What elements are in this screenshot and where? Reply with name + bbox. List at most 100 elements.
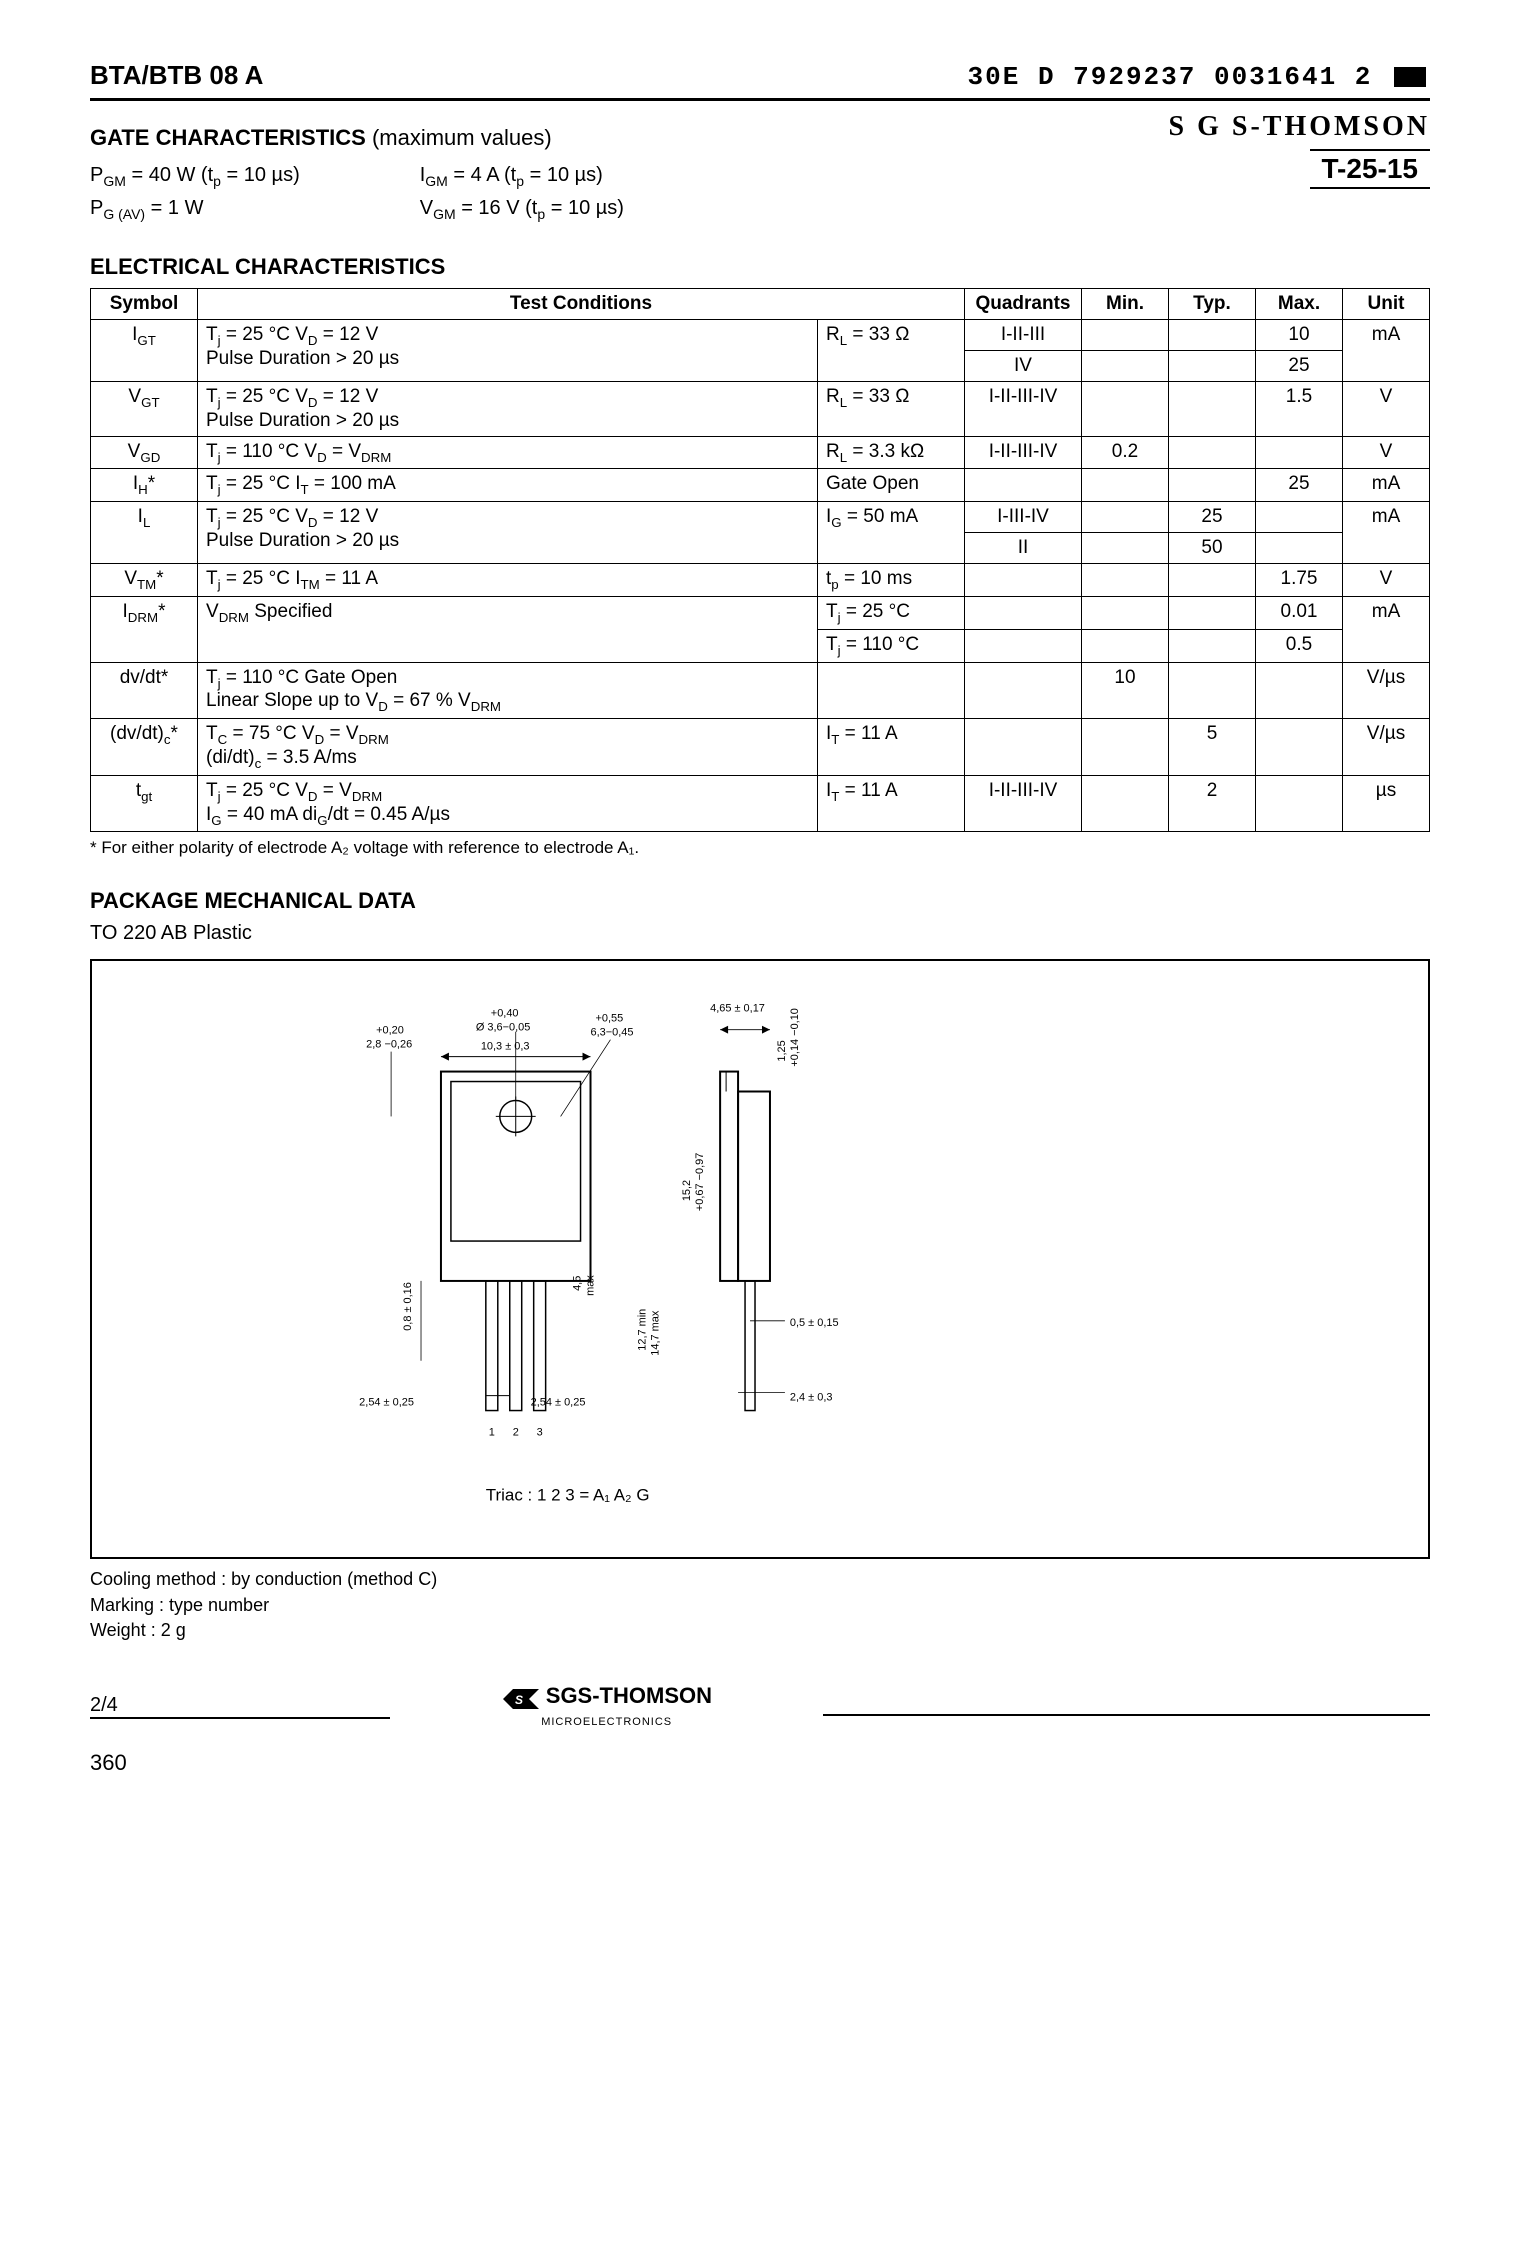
svg-text:max: max <box>584 1275 596 1296</box>
symbol-cell: VTM* <box>91 564 198 597</box>
svg-text:Triac : 1 2 3 = A₁ A₂ G: Triac : 1 2 3 = A₁ A₂ G <box>486 1486 650 1505</box>
tc-right-cell: IG = 50 mA <box>818 502 965 564</box>
tc-main-cell: Tj = 25 °C VD = 12 VPulse Duration > 20 … <box>198 319 818 381</box>
gate-col-2: IGM = 4 A (tp = 10 µs) VGM = 16 V (tp = … <box>420 159 624 226</box>
svg-text:4,5: 4,5 <box>572 1276 584 1291</box>
header: BTA/BTB 08 A 30E D 7929237 0031641 2 <box>90 60 1430 101</box>
cell-unit: V <box>1343 564 1430 597</box>
part-number: BTA/BTB 08 A <box>90 60 263 91</box>
symbol-cell: IDRM* <box>91 596 198 662</box>
subheader-right: S G S-THOMSON T-25-15 <box>1169 111 1430 189</box>
tc-right-cell: Tj = 110 °C <box>818 629 965 662</box>
tc-right-cell: RL = 33 Ω <box>818 381 965 436</box>
cell-min <box>1082 319 1169 350</box>
cell-unit: V <box>1343 381 1430 436</box>
cell-typ <box>1169 662 1256 719</box>
th-symbol: Symbol <box>91 288 198 319</box>
svg-text:+0,55: +0,55 <box>595 1013 623 1025</box>
footnote: * For either polarity of electrode A₂ vo… <box>90 838 1430 858</box>
cell-max: 0.01 <box>1256 596 1343 629</box>
gate-vgm: VGM = 16 V (tp = 10 µs) <box>420 192 624 225</box>
cell-quad: I-II-III-IV <box>965 381 1082 436</box>
cell-typ <box>1169 319 1256 350</box>
svg-text:12,7 min: 12,7 min <box>636 1309 648 1351</box>
cell-typ <box>1169 596 1256 629</box>
svg-text:1,25: 1,25 <box>776 1041 788 1062</box>
logo-sub: MICROELECTRONICS <box>541 1716 672 1728</box>
svg-text:+0,67 −0,97: +0,67 −0,97 <box>694 1153 706 1211</box>
cell-quad: I-II-III-IV <box>965 775 1082 832</box>
cell-unit: mA <box>1343 469 1430 502</box>
svg-text:2,54 ± 0,25: 2,54 ± 0,25 <box>359 1397 414 1409</box>
th-unit: Unit <box>1343 288 1430 319</box>
header-codes: 30E D 7929237 0031641 2 <box>968 62 1430 92</box>
page-number: 360 <box>90 1750 1430 1776</box>
cell-min <box>1082 596 1169 629</box>
cell-max <box>1256 502 1343 533</box>
cell-min <box>1082 719 1169 776</box>
package-diagram: 1 2 3 10,3 ± 0,3 +0,20 2,8 −0,26 +0,40 Ø… <box>90 959 1430 1559</box>
cell-typ <box>1169 436 1256 469</box>
cell-min: 0.2 <box>1082 436 1169 469</box>
cell-quad: I-II-III-IV <box>965 436 1082 469</box>
cell-min <box>1082 533 1169 564</box>
svg-text:2,8 −0,26: 2,8 −0,26 <box>366 1039 412 1051</box>
svg-text:2: 2 <box>513 1427 519 1439</box>
gate-pgm: PGM = 40 W (tp = 10 µs) <box>90 159 300 192</box>
tc-right-cell: tp = 10 ms <box>818 564 965 597</box>
gate-params: PGM = 40 W (tp = 10 µs) PG (AV) = 1 W IG… <box>90 159 624 226</box>
t25-label: T-25-15 <box>1310 149 1431 189</box>
svg-text:+0,20: +0,20 <box>376 1025 404 1037</box>
svg-text:2,4 ± 0,3: 2,4 ± 0,3 <box>790 1392 833 1404</box>
symbol-cell: IGT <box>91 319 198 381</box>
svg-text:1: 1 <box>489 1427 495 1439</box>
symbol-cell: IL <box>91 502 198 564</box>
tc-main-cell: Tj = 25 °C VD = 12 VPulse Duration > 20 … <box>198 502 818 564</box>
symbol-cell: dv/dt* <box>91 662 198 719</box>
cell-max <box>1256 662 1343 719</box>
cell-max <box>1256 533 1343 564</box>
tc-main-cell: Tj = 25 °C IT = 100 mA <box>198 469 818 502</box>
cell-typ <box>1169 350 1256 381</box>
cell-typ: 2 <box>1169 775 1256 832</box>
svg-text:S: S <box>515 1693 523 1707</box>
cell-unit: V/µs <box>1343 662 1430 719</box>
tc-right-cell: Tj = 25 °C <box>818 596 965 629</box>
tc-main-cell: Tj = 25 °C VD = VDRMIG = 40 mA diG/dt = … <box>198 775 818 832</box>
svg-text:2,54 ± 0,25: 2,54 ± 0,25 <box>531 1397 586 1409</box>
gate-igm: IGM = 4 A (tp = 10 µs) <box>420 159 624 192</box>
cell-quad <box>965 564 1082 597</box>
tc-right-cell: Gate Open <box>818 469 965 502</box>
cell-unit: mA <box>1343 596 1430 662</box>
pkg-title: PACKAGE MECHANICAL DATA <box>90 888 1430 914</box>
cell-quad: I-II-III <box>965 319 1082 350</box>
svg-text:Ø 3,6−0,05: Ø 3,6−0,05 <box>476 1022 531 1034</box>
cell-typ: 5 <box>1169 719 1256 776</box>
cell-quad <box>965 662 1082 719</box>
cooling-text: Cooling method : by conduction (method C… <box>90 1567 1430 1643</box>
tc-main-cell: Tj = 110 °C Gate OpenLinear Slope up to … <box>198 662 818 719</box>
th-min: Min. <box>1082 288 1169 319</box>
th-typ: Typ. <box>1169 288 1256 319</box>
svg-text:6,3−0,45: 6,3−0,45 <box>591 1027 634 1039</box>
cell-max: 1.5 <box>1256 381 1343 436</box>
symbol-cell: VGT <box>91 381 198 436</box>
subheader: GATE CHARACTERISTICS (maximum values) PG… <box>90 111 1430 240</box>
tc-main-cell: Tj = 110 °C VD = VDRM <box>198 436 818 469</box>
cell-max: 25 <box>1256 469 1343 502</box>
th-conditions: Test Conditions <box>198 288 965 319</box>
cell-min <box>1082 629 1169 662</box>
cell-unit: µs <box>1343 775 1430 832</box>
cell-typ: 25 <box>1169 502 1256 533</box>
cell-quad: I-III-IV <box>965 502 1082 533</box>
svg-text:+0,14 −0,10: +0,14 −0,10 <box>789 1008 801 1066</box>
cell-unit: V/µs <box>1343 719 1430 776</box>
symbol-cell: VGD <box>91 436 198 469</box>
logo-text: SGS-THOMSON <box>546 1683 712 1708</box>
gate-title-text: GATE CHARACTERISTICS <box>90 125 366 150</box>
tc-right-cell <box>818 662 965 719</box>
elec-title: ELECTRICAL CHARACTERISTICS <box>90 254 1430 280</box>
cell-min <box>1082 564 1169 597</box>
cell-quad: II <box>965 533 1082 564</box>
footer-line <box>823 1696 1430 1716</box>
